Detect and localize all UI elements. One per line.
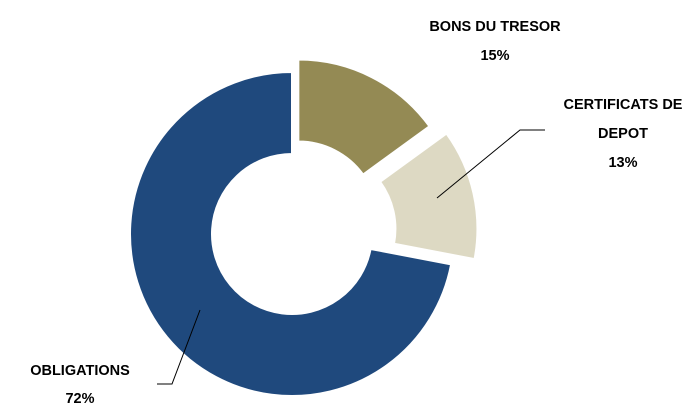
value-label: 15%	[480, 48, 510, 64]
leader-line	[157, 309, 201, 385]
leader-line	[436, 129, 545, 199]
donut-slice	[129, 70, 453, 397]
category-label: OBLIGATIONS	[30, 363, 130, 379]
value-label: 13%	[608, 155, 638, 171]
value-label: 72%	[65, 391, 95, 407]
slice-label: BONS DU TRESOR 15%	[405, 13, 585, 71]
slice-label: CERTIFICATS DE DEPOT 13%	[548, 91, 697, 178]
category-label: BONS DU TRESOR	[429, 19, 561, 35]
donut-slice	[297, 58, 431, 176]
slice-label: OBLIGATIONS 72%	[0, 357, 160, 408]
donut-slice	[378, 132, 479, 261]
category-label: CERTIFICATS DE DEPOT	[563, 97, 683, 142]
